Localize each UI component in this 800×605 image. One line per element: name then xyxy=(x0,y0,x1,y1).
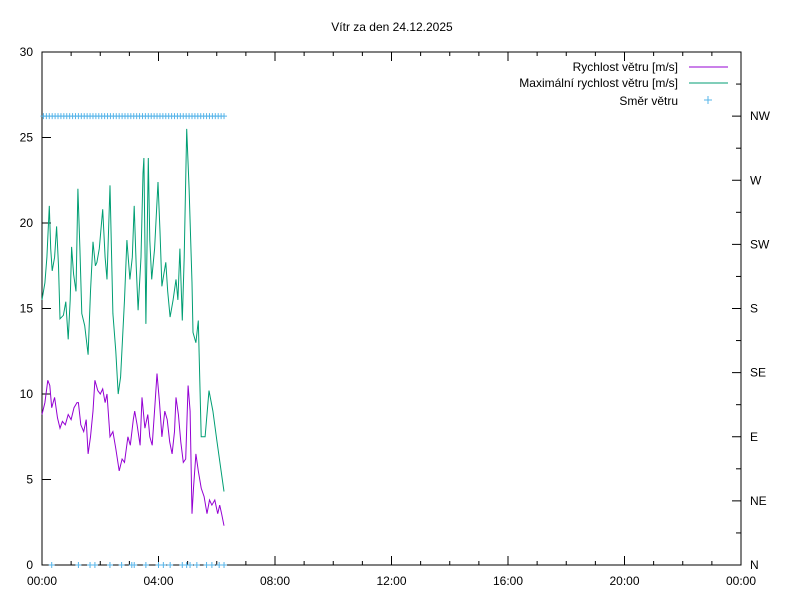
series-line-speed xyxy=(42,374,224,526)
y2-tick-label: NW xyxy=(750,109,771,123)
x-tick-label: 08:00 xyxy=(260,574,290,588)
direction-point xyxy=(167,562,173,568)
y-tick-label: 20 xyxy=(20,216,34,230)
plot-border xyxy=(42,52,741,565)
direction-point xyxy=(221,562,227,568)
x-tick-label: 16:00 xyxy=(493,574,523,588)
direction-point xyxy=(75,562,81,568)
chart-title: Vítr za den 24.12.2025 xyxy=(331,20,453,34)
direction-point xyxy=(194,562,200,568)
direction-point xyxy=(92,562,98,568)
y-tick-label: 10 xyxy=(20,387,34,401)
y2-tick-label: SW xyxy=(750,237,770,251)
y-tick-label: 15 xyxy=(20,302,34,316)
y2-tick-label: N xyxy=(750,558,759,572)
y-tick-label: 25 xyxy=(20,131,34,145)
legend-label-max: Maximální rychlost větru [m/s] xyxy=(519,76,678,90)
legend-marker-direction xyxy=(704,96,712,104)
y2-tick-label: SE xyxy=(750,366,766,380)
direction-point xyxy=(209,562,215,568)
x-tick-label: 00:00 xyxy=(726,574,756,588)
y2-tick-label: S xyxy=(750,302,758,316)
x-tick-label: 04:00 xyxy=(143,574,173,588)
y2-tick-label: NE xyxy=(750,494,767,508)
legend: Rychlost větru [m/s] Maximální rychlost … xyxy=(519,60,728,108)
direction-point xyxy=(119,562,125,568)
y-tick-label: 0 xyxy=(26,558,33,572)
direction-point xyxy=(143,562,149,568)
direction-point xyxy=(107,562,113,568)
y2-tick-label: E xyxy=(750,430,758,444)
direction-point xyxy=(49,562,55,568)
x-tick-label: 00:00 xyxy=(27,574,57,588)
direction-point xyxy=(204,562,210,568)
y-tick-label: 5 xyxy=(26,473,33,487)
legend-label-direction: Směr větru xyxy=(619,94,678,108)
direction-point xyxy=(221,113,227,119)
y2-tick-label: W xyxy=(750,173,762,187)
y-tick-label: 30 xyxy=(20,45,34,59)
x-tick-label: 20:00 xyxy=(609,574,639,588)
x-tick-label: 12:00 xyxy=(376,574,406,588)
legend-label-speed: Rychlost větru [m/s] xyxy=(573,60,678,74)
direction-point xyxy=(160,562,166,568)
series-line-max xyxy=(42,129,224,492)
